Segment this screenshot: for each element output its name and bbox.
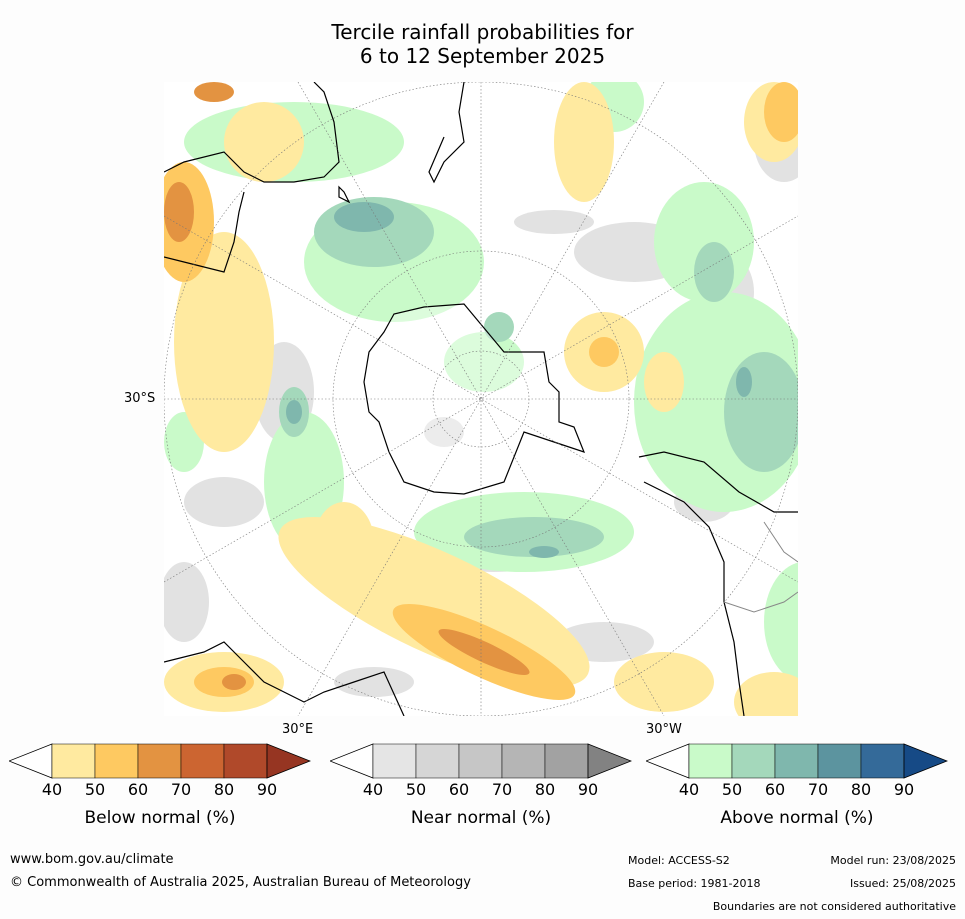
base-period: Base period: 1981-2018 (628, 877, 761, 890)
map-title: Tercile rainfall probabilities for 6 to … (0, 20, 965, 68)
below-low-extend (9, 743, 53, 779)
near-tick-40: 40 (362, 780, 384, 799)
coastlines (164, 82, 798, 716)
below-swatch-40 (51, 743, 96, 779)
graticule (164, 82, 798, 716)
near-high-extend (587, 743, 632, 779)
above-tick-70: 70 (807, 780, 829, 799)
issued-date: Issued: 25/08/2025 (849, 877, 956, 890)
below-swatch-50 (94, 743, 139, 779)
probability-field (164, 82, 798, 716)
near-tick-70: 70 (491, 780, 513, 799)
below-normal-colorbar (9, 743, 311, 779)
below-high-extend (266, 743, 311, 779)
above-swatch-80 (860, 743, 905, 779)
below-tick-80: 80 (213, 780, 235, 799)
antarctica-outline (363, 303, 586, 495)
near-swatch-60 (458, 743, 503, 779)
near-tick-50: 50 (405, 780, 427, 799)
title-line-1: Tercile rainfall probabilities for (331, 20, 634, 44)
boundaries-disclaimer: Boundaries are not considered authoritat… (712, 900, 956, 913)
below-tick-50: 50 (84, 780, 106, 799)
below-normal-title: Below normal (%) (84, 808, 236, 828)
above-swatch-50 (731, 743, 776, 779)
near-swatch-40 (372, 743, 417, 779)
above-high-extend (903, 743, 948, 779)
below-swatch-70 (180, 743, 225, 779)
model-run: Model run: 23/08/2025 (830, 854, 956, 867)
near-tick-60: 60 (448, 780, 470, 799)
above-tick-80: 80 (850, 780, 872, 799)
above-normal-colorbar (646, 743, 948, 779)
above-normal-title: Above normal (%) (720, 808, 874, 828)
above-tick-50: 50 (721, 780, 743, 799)
near-tick-90: 90 (577, 780, 599, 799)
lon-label-30e: 30°E (282, 722, 314, 737)
below-tick-90: 90 (256, 780, 278, 799)
above-swatch-60 (774, 743, 819, 779)
title-line-2: 6 to 12 September 2025 (359, 44, 606, 68)
footer-copyright: © Commonwealth of Australia 2025, Austra… (10, 875, 471, 890)
above-swatch-40 (688, 743, 733, 779)
near-low-extend (330, 743, 374, 779)
model-name: Model: ACCESS-S2 (628, 854, 730, 867)
above-tick-90: 90 (893, 780, 915, 799)
near-normal-title: Near normal (%) (410, 808, 552, 828)
below-tick-40: 40 (41, 780, 63, 799)
above-swatch-70 (817, 743, 862, 779)
lat-label-30s: 30°S (124, 391, 156, 406)
above-low-extend (646, 743, 690, 779)
near-tick-80: 80 (534, 780, 556, 799)
near-normal-colorbar (330, 743, 632, 779)
below-swatch-80 (223, 743, 268, 779)
near-swatch-80 (544, 743, 589, 779)
footer-url[interactable]: www.bom.gov.au/climate (10, 852, 174, 867)
lon-label-30w: 30°W (646, 722, 682, 737)
below-tick-70: 70 (170, 780, 192, 799)
rainfall-map (164, 82, 798, 716)
below-tick-60: 60 (127, 780, 149, 799)
above-tick-60: 60 (764, 780, 786, 799)
below-swatch-60 (137, 743, 182, 779)
near-swatch-70 (501, 743, 546, 779)
above-tick-40: 40 (678, 780, 700, 799)
colorbar-ticks: 40 50 60 70 80 90 40 50 60 70 80 90 40 50 60 70 80 90 (0, 780, 965, 802)
near-swatch-50 (415, 743, 460, 779)
